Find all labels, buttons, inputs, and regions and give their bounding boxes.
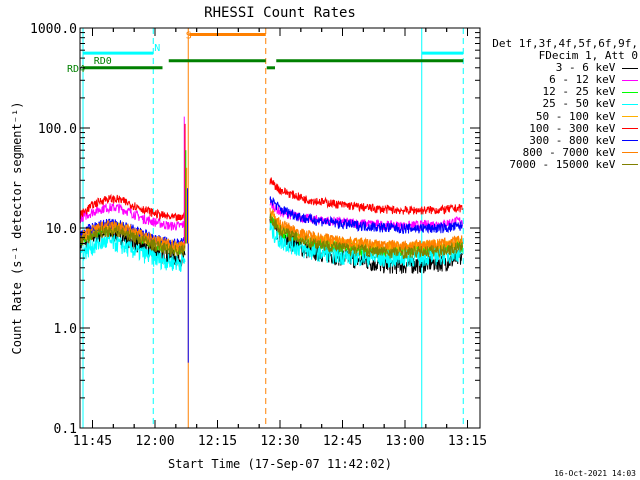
- legend-swatch: [622, 91, 638, 93]
- y-tick-label: 10.0: [46, 222, 77, 237]
- legend-entry-label: 12 - 25 keV: [542, 85, 622, 99]
- legend-swatch: [622, 152, 638, 154]
- x-tick-label: 12:00: [135, 434, 174, 449]
- rd4-label: RD4: [67, 64, 85, 75]
- legend-entry: 25 - 50 keV: [478, 98, 638, 110]
- series-line: [269, 217, 463, 275]
- legend-entry-label: 800 - 7000 keV: [522, 145, 622, 159]
- legend-entry: 6 - 12 keV: [478, 74, 638, 86]
- y-tick-label: 1.0: [54, 322, 77, 337]
- legend-swatch: [622, 67, 638, 69]
- x-axis: 11:45 12:00 12:15 12:30 12:45 13:00 13:15: [73, 28, 487, 449]
- attenuator-decimation-bars: [83, 33, 464, 70]
- legend-entry-label: 25 - 50 keV: [542, 97, 622, 111]
- legend-swatch: [622, 116, 638, 118]
- series-line: [79, 234, 186, 272]
- series-line: [269, 177, 463, 215]
- series-line: [79, 203, 186, 231]
- y-tick-label: 0.1: [54, 422, 77, 437]
- y-axis-label: Count Rate (s⁻¹ detector segment⁻¹): [10, 102, 24, 355]
- annotation-labels: S N RD0 RD4: [67, 31, 192, 75]
- legend-entry: 800 - 7000 keV: [478, 145, 638, 159]
- legend-entry-label: 300 - 800 keV: [529, 133, 622, 147]
- series-line: [269, 196, 463, 235]
- series-line: [269, 213, 463, 259]
- legend-swatch: [622, 79, 638, 81]
- legend-entry: 300 - 800 keV: [478, 133, 638, 147]
- legend-swatch: [622, 164, 638, 166]
- y-tick-label: 100.0: [38, 122, 77, 137]
- x-axis-label: Start Time (17-Sep-07 11:42:02): [168, 457, 392, 471]
- s-label: S: [186, 31, 192, 42]
- legend-swatch: [622, 128, 638, 130]
- x-tick-label: 12:30: [260, 434, 299, 449]
- legend-swatch: [622, 140, 638, 142]
- series-line: [79, 193, 186, 222]
- series-line: [269, 199, 463, 232]
- legend-header-line: FDecim 1, Att 0: [538, 49, 638, 63]
- data-series: [79, 116, 463, 363]
- legend-entry-label: 7000 - 15000 keV: [509, 157, 622, 171]
- y-axis: 0.1 1.0 10.0 100.0 1000.0: [30, 22, 480, 437]
- x-tick-label: 13:00: [385, 434, 424, 449]
- legend-header-line: Det 1f,3f,4f,5f,6f,9f,: [492, 37, 638, 50]
- rd0-label: RD0: [94, 56, 112, 67]
- plot-timestamp: 16-Oct-2021 14:03: [554, 469, 636, 478]
- legend: Det 1f,3f,4f,5f,6f,9f, FDecim 1, Att 0 3…: [478, 37, 638, 171]
- y-tick-label: 1000.0: [30, 22, 77, 37]
- chart-title: RHESSI Count Rates: [204, 5, 356, 21]
- x-tick-label: 12:15: [198, 434, 237, 449]
- legend-entry-label: 6 - 12 keV: [549, 73, 622, 87]
- legend-swatch: [622, 103, 638, 105]
- series-line: [79, 225, 186, 257]
- legend-entry-label: 50 - 100 keV: [535, 109, 622, 123]
- legend-entry: 3 - 6 keV: [478, 62, 638, 74]
- legend-entry-label: 3 - 6 keV: [555, 61, 622, 75]
- legend-entry: 12 - 25 keV: [478, 86, 638, 98]
- legend-entry: 50 - 100 keV: [478, 109, 638, 123]
- x-tick-label: 12:45: [323, 434, 362, 449]
- n-label: N: [154, 43, 160, 54]
- legend-entry: 100 - 300 keV: [478, 121, 638, 135]
- x-tick-label: 11:45: [73, 434, 112, 449]
- x-tick-label: 13:15: [448, 434, 487, 449]
- legend-entry-label: 100 - 300 keV: [529, 121, 622, 135]
- legend-entry: 7000 - 15000 keV: [478, 157, 638, 171]
